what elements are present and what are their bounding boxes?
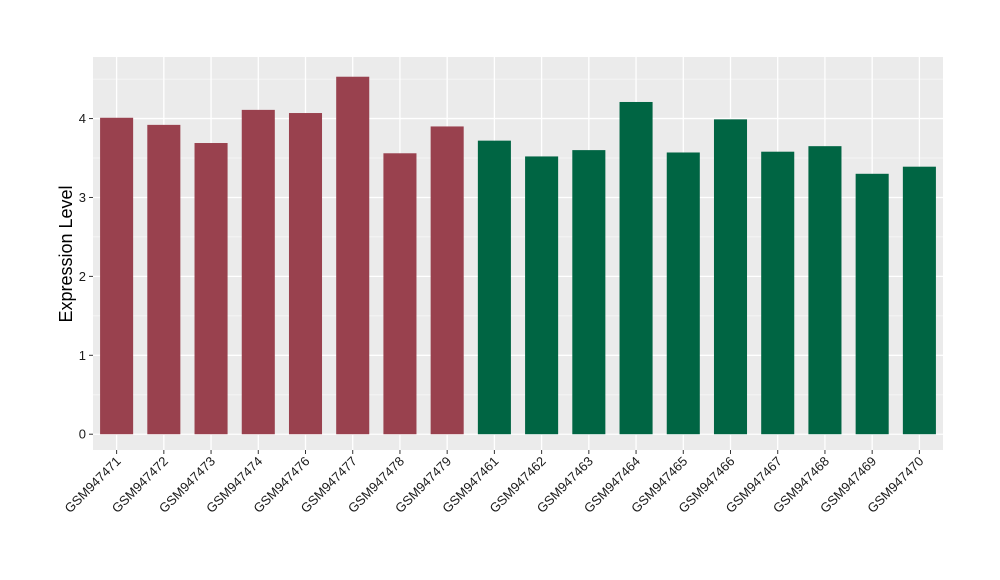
bar-series: [100, 76, 936, 435]
bar-gsm947478: [383, 153, 417, 435]
plot-panel: [93, 57, 943, 450]
bar-gsm947463: [572, 150, 606, 435]
bar-gsm947474: [241, 109, 275, 435]
y-tick-label: 2: [79, 269, 86, 284]
y-tick-label: 0: [79, 427, 86, 442]
bar-gsm947473: [194, 143, 228, 435]
bar-gsm947476: [288, 113, 323, 435]
x-axis: GSM947471GSM947472GSM947473GSM947474GSM9…: [62, 450, 927, 516]
bar-gsm947461: [477, 140, 511, 435]
bar-gsm947466: [713, 119, 748, 435]
bar-gsm947465: [666, 152, 700, 435]
y-tick-label: 1: [79, 348, 86, 363]
bar-gsm947464: [619, 101, 653, 435]
y-axis-title: Expression Level: [56, 185, 76, 322]
bar-gsm947468: [808, 146, 842, 435]
bar-gsm947479: [430, 126, 464, 435]
y-axis: 0 1 2 3 4: [79, 111, 93, 442]
bar-gsm947471: [100, 117, 134, 435]
minor-gridlines: [93, 78, 943, 396]
bar-gsm947477: [336, 76, 370, 435]
bar-gsm947470: [902, 166, 936, 435]
bar-gsm947469: [855, 173, 889, 435]
bar-gsm947467: [761, 151, 795, 435]
bar-gsm947472: [147, 124, 181, 435]
bar-gsm947462: [525, 156, 559, 435]
y-tick-label: 4: [79, 111, 86, 126]
y-tick-label: 3: [79, 190, 86, 205]
